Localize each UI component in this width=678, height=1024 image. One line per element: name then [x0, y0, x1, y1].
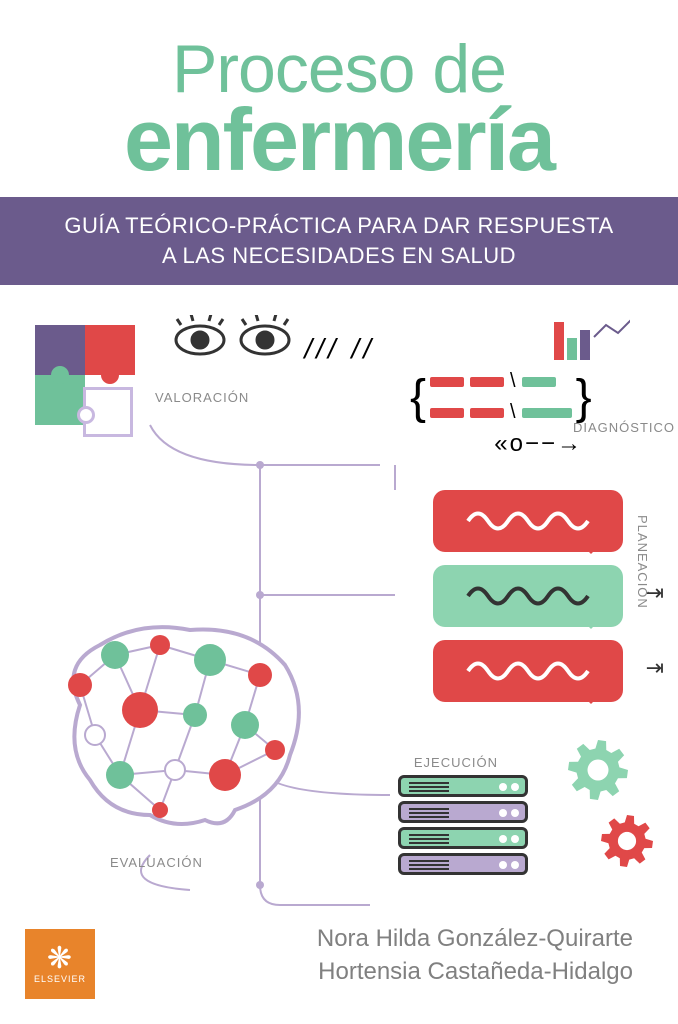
subtitle-band: GUÍA TEÓRICO-PRÁCTICA PARA DAR RESPUESTA…	[0, 197, 678, 284]
author-2: Hortensia Castañeda-Hidalgo	[317, 955, 633, 989]
title-block: Proceso de enfermería	[0, 0, 678, 179]
logo-text: ELSEVIER	[34, 974, 86, 984]
elsevier-logo: ❋ ELSEVIER	[25, 929, 95, 999]
diagnostico-label: DIAGNÓSTICO	[573, 420, 678, 435]
planeacion-bubble-1-icon	[433, 490, 623, 552]
arrow-in-2: ⇥	[646, 655, 664, 681]
author-1: Nora Hilda González-Quirarte	[317, 922, 633, 956]
process-diagram: VALORACIÓN /// // { \\ } «o−−→ DIAGNÓSTI…	[0, 295, 678, 935]
title-line-2: enfermería	[0, 100, 678, 179]
planeacion-bubble-2-icon	[433, 565, 623, 627]
ejecucion-label: EJECUCIÓN	[414, 755, 498, 770]
authors-block: Nora Hilda González-Quirarte Hortensia C…	[317, 922, 633, 989]
eyes-hatch-icon: /// //	[165, 315, 365, 395]
planeacion-bubble-3-icon	[433, 640, 623, 702]
logo-tree-icon: ❋	[47, 944, 73, 974]
ejecucion-server-icon	[398, 775, 528, 880]
gear-red-icon	[596, 810, 658, 872]
evaluacion-label: EVALUACIÓN	[110, 855, 203, 870]
arrow-in-1: ⇥	[646, 580, 664, 606]
hatch-glyph: /// //	[304, 333, 375, 365]
evaluacion-brain-icon	[40, 615, 310, 835]
arrows-code-glyph: «o−−→	[494, 430, 583, 458]
diagnostico-braces-icon: { \\ }	[410, 370, 640, 425]
valoracion-puzzle-icon	[35, 325, 145, 435]
diagnostico-chart-icon	[550, 305, 630, 360]
gear-green-icon	[563, 735, 633, 805]
